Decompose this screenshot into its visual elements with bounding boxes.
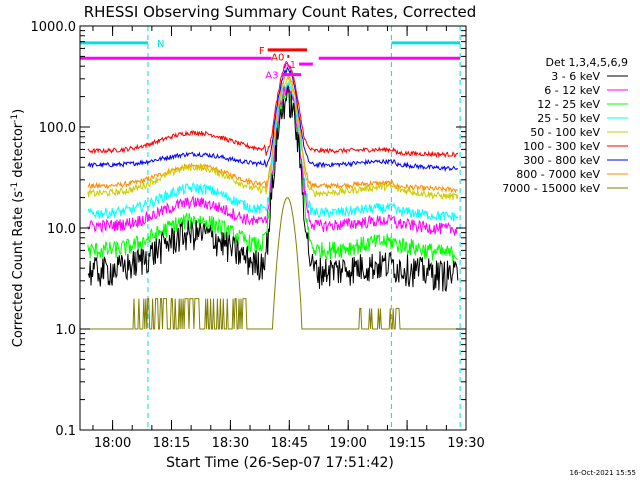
flag-label: A0 bbox=[271, 52, 284, 63]
legend-label: 800 - 7000 keV bbox=[516, 168, 600, 181]
flag-label: F bbox=[259, 46, 265, 57]
series-line-100-300keV bbox=[87, 61, 459, 159]
y-tick-label: 0.1 bbox=[55, 424, 76, 439]
series-line-12-25keV bbox=[87, 86, 459, 263]
y-tick-label: 100.0 bbox=[39, 121, 76, 136]
x-tick-label: 18:45 bbox=[271, 436, 308, 451]
y-tick-label: 10.0 bbox=[47, 222, 76, 237]
series-line-25-50keV bbox=[87, 81, 459, 222]
y-axis-label: Corrected Count Rate (s-1 detector-1) bbox=[10, 109, 26, 347]
legend-label: 12 - 25 keV bbox=[537, 98, 600, 111]
y-axis-label-mid: detector bbox=[11, 122, 26, 182]
series-line-6-12keV bbox=[87, 85, 459, 236]
y-tick-label: 1.0 bbox=[55, 323, 76, 338]
x-tick-label: 18:00 bbox=[94, 436, 131, 451]
series-line-300-800keV bbox=[87, 66, 459, 173]
legend-title: Det 1,3,4,5,6,9 bbox=[545, 56, 628, 69]
legend-label: 300 - 800 keV bbox=[523, 154, 600, 167]
legend-label: 7000 - 15000 keV bbox=[502, 182, 600, 195]
flag-label: A3 bbox=[265, 71, 278, 82]
series-line-3-6keV bbox=[87, 84, 459, 292]
y-axis: 0.1 1.0 10.0 100.0 1000.0 bbox=[31, 20, 466, 439]
x-tick-label: 18:15 bbox=[153, 436, 190, 451]
x-axis-label: Start Time (26-Sep-07 17:51:42) bbox=[166, 455, 394, 471]
flag-label: A1 bbox=[283, 60, 296, 71]
y-axis-label-exp2: -1 bbox=[10, 114, 20, 123]
x-tick-label: 18:30 bbox=[212, 436, 249, 451]
y-axis-label-main: Corrected Count Rate (s bbox=[11, 191, 26, 348]
x-tick-label: 19:15 bbox=[388, 436, 425, 451]
chart-title: RHESSI Observing Summary Count Rates, Co… bbox=[84, 3, 477, 21]
y-axis-label-exp1: -1 bbox=[10, 182, 20, 191]
y-tick-label: 1000.0 bbox=[31, 20, 77, 35]
legend-label: 6 - 12 keV bbox=[544, 84, 600, 97]
flag-label: N bbox=[157, 39, 164, 50]
x-axis: 18:00 18:15 18:30 18:45 19:00 19:15 19:30 bbox=[92, 26, 485, 451]
timestamp: 16-Oct-2021 15:55 bbox=[570, 469, 636, 477]
x-tick-label: 19:30 bbox=[447, 436, 484, 451]
x-tick-label: 19:00 bbox=[329, 436, 366, 451]
series-line-7000-15000keV bbox=[87, 197, 458, 330]
series-line-50-100keV bbox=[87, 76, 459, 201]
legend-label: 50 - 100 keV bbox=[530, 126, 600, 139]
legend-label: 25 - 50 keV bbox=[537, 112, 600, 125]
legend-label: 100 - 300 keV bbox=[523, 140, 600, 153]
y-axis-label-end: ) bbox=[11, 109, 26, 114]
legend-label: 3 - 6 keV bbox=[551, 70, 600, 83]
